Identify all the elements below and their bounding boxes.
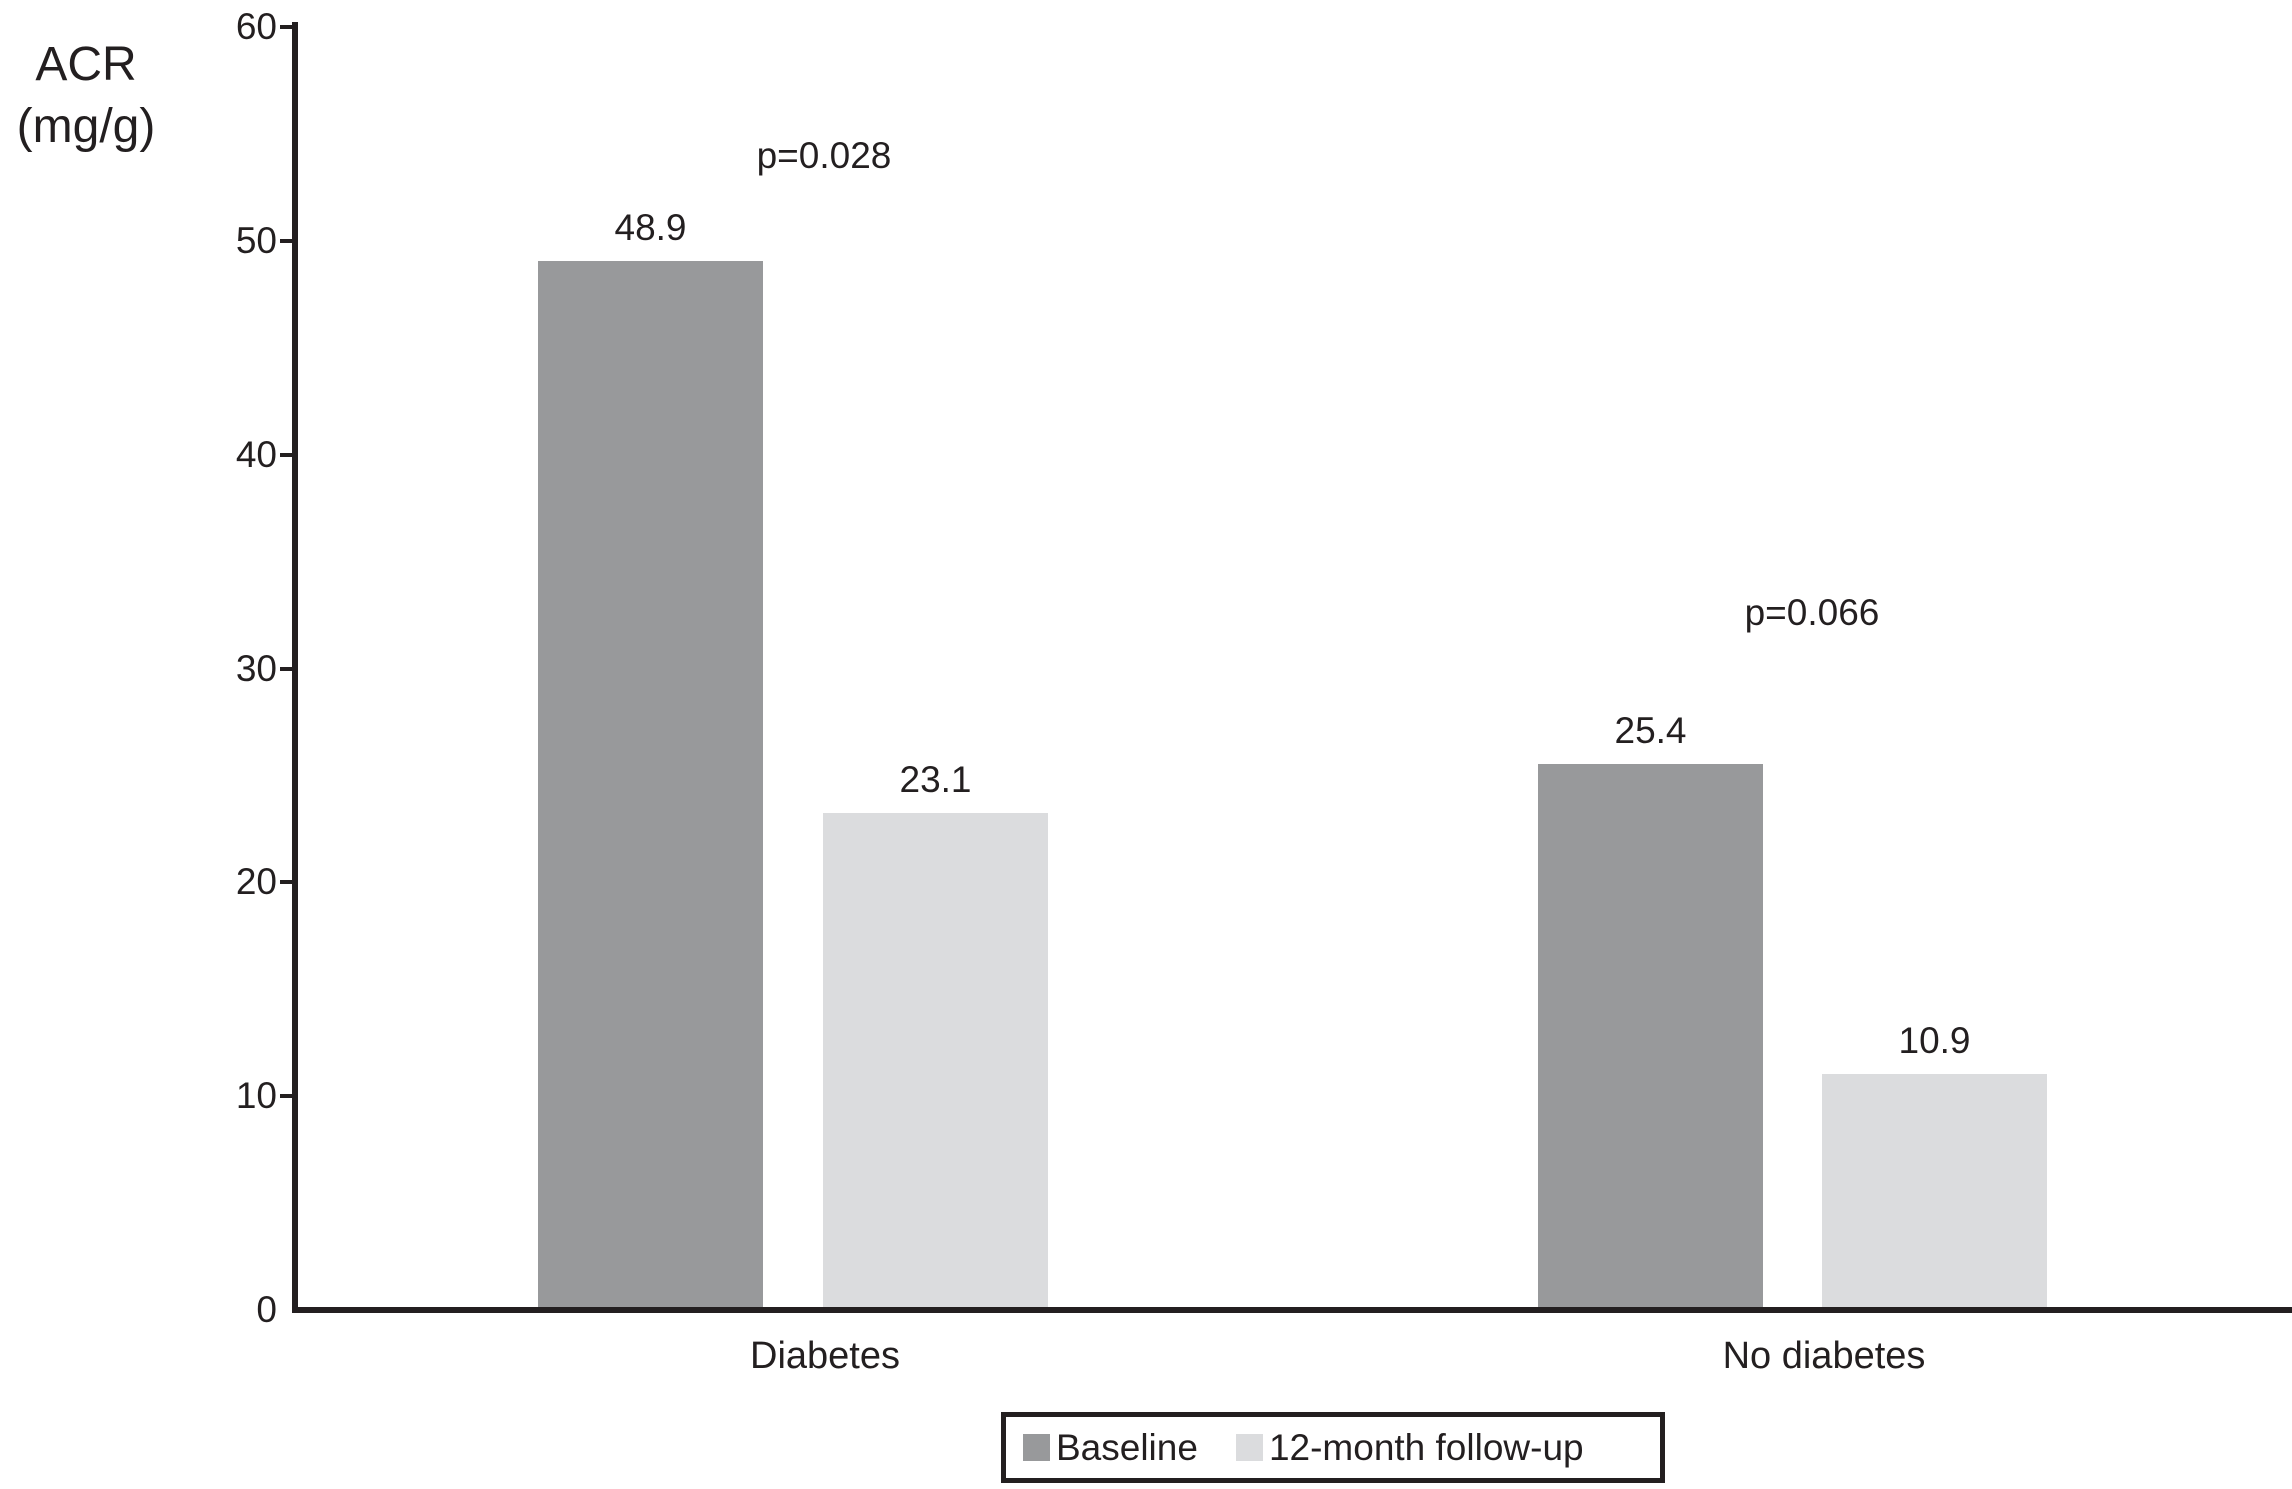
y-tick-mark xyxy=(280,452,298,457)
legend-label: Baseline xyxy=(1056,1426,1198,1468)
y-tick-label: 50 xyxy=(235,219,277,261)
y-tick-mark xyxy=(280,1094,298,1099)
legend-entry: Baseline xyxy=(1023,1425,1198,1471)
legend-label: 12-month follow-up xyxy=(1268,1426,1584,1468)
y-tick-label: 20 xyxy=(235,861,277,903)
bar-baseline-0 xyxy=(538,261,763,1307)
y-tick-label: 40 xyxy=(235,433,277,475)
y-axis-title-line2: (mg/g) xyxy=(16,100,156,153)
x-category-label: No diabetes xyxy=(1722,1335,1926,1377)
y-tick-label: 30 xyxy=(235,647,277,689)
y-axis-title: ACR (mg/g) xyxy=(3,34,169,158)
bar-value-label: 23.1 xyxy=(899,759,972,801)
y-tick-label: 10 xyxy=(235,1075,277,1117)
y-tick-label: 0 xyxy=(256,1289,277,1330)
legend-swatch-icon xyxy=(1023,1434,1050,1461)
y-tick-label: 60 xyxy=(235,6,277,47)
bar-12-month-follow-up-0 xyxy=(823,813,1048,1307)
x-axis-line xyxy=(292,1307,2292,1313)
bar-value-label: 10.9 xyxy=(1898,1019,1971,1061)
bar-value-label: 25.4 xyxy=(1614,709,1687,751)
legend-swatch-icon xyxy=(1235,1434,1263,1461)
bar-value-label: 48.9 xyxy=(614,207,687,249)
legend-entry: 12-month follow-up xyxy=(1235,1425,1584,1471)
x-category-label: Diabetes xyxy=(750,1335,900,1377)
p-value-label: p=0.066 xyxy=(1744,592,1880,633)
y-tick-mark xyxy=(280,25,298,29)
bar-12-month-follow-up-1 xyxy=(1822,1073,2047,1307)
y-tick-mark xyxy=(280,880,298,885)
y-tick-mark xyxy=(280,666,298,671)
y-tick-mark xyxy=(280,238,298,243)
legend: Baseline 12-month follow-up xyxy=(1001,1412,1665,1483)
bar-baseline-1 xyxy=(1538,763,1763,1307)
y-axis-title-line1: ACR xyxy=(35,38,137,91)
p-value-label: p=0.028 xyxy=(756,135,892,176)
